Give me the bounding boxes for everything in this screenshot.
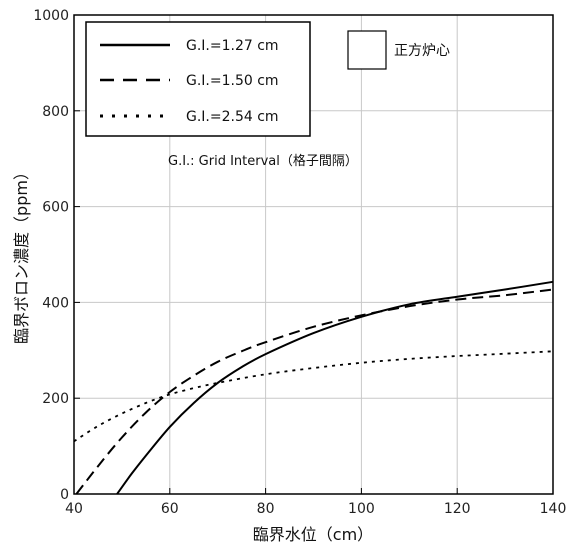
x-tick-label: 40 [65, 501, 83, 517]
y-tick-label: 200 [42, 391, 69, 407]
plot-frame [73, 14, 554, 495]
x-tick-label: 60 [161, 501, 179, 517]
grid-interval-note: G.I.: Grid Interval（格子間隔） [168, 153, 358, 169]
series-line-1 [116, 280, 554, 495]
square-core-icon [347, 30, 387, 70]
y-axis-label: 臨界ボロン濃度（ppm） [12, 164, 31, 344]
series-group [73, 280, 554, 495]
core-label: 正方炉心 [394, 43, 450, 59]
y-tick-label: 400 [42, 295, 69, 311]
x-tick-label: 80 [257, 501, 275, 517]
y-tick-label: 1000 [33, 8, 69, 24]
y-tick-label: 600 [42, 200, 69, 216]
x-axis-label: 臨界水位（cm） [253, 525, 373, 544]
legend-label: G.I.=1.50 cm [186, 73, 279, 89]
y-tick-label: 0 [60, 487, 69, 503]
series-line-3 [73, 350, 554, 443]
y-tick-label: 800 [42, 104, 69, 120]
tick-labels: 40 60 80 100 120 140 0 200 400 600 800 1000 [33, 8, 566, 517]
legend-label: G.I.=2.54 cm [186, 109, 279, 125]
x-tick-label: 120 [444, 501, 471, 517]
x-tick-label: 140 [540, 501, 567, 517]
legend: G.I.=1.27 cm G.I.=1.50 cm G.I.=2.54 cm [100, 38, 279, 125]
legend-label: G.I.=1.27 cm [186, 38, 279, 54]
x-tick-label: 100 [348, 501, 375, 517]
series-line-2 [75, 288, 554, 495]
